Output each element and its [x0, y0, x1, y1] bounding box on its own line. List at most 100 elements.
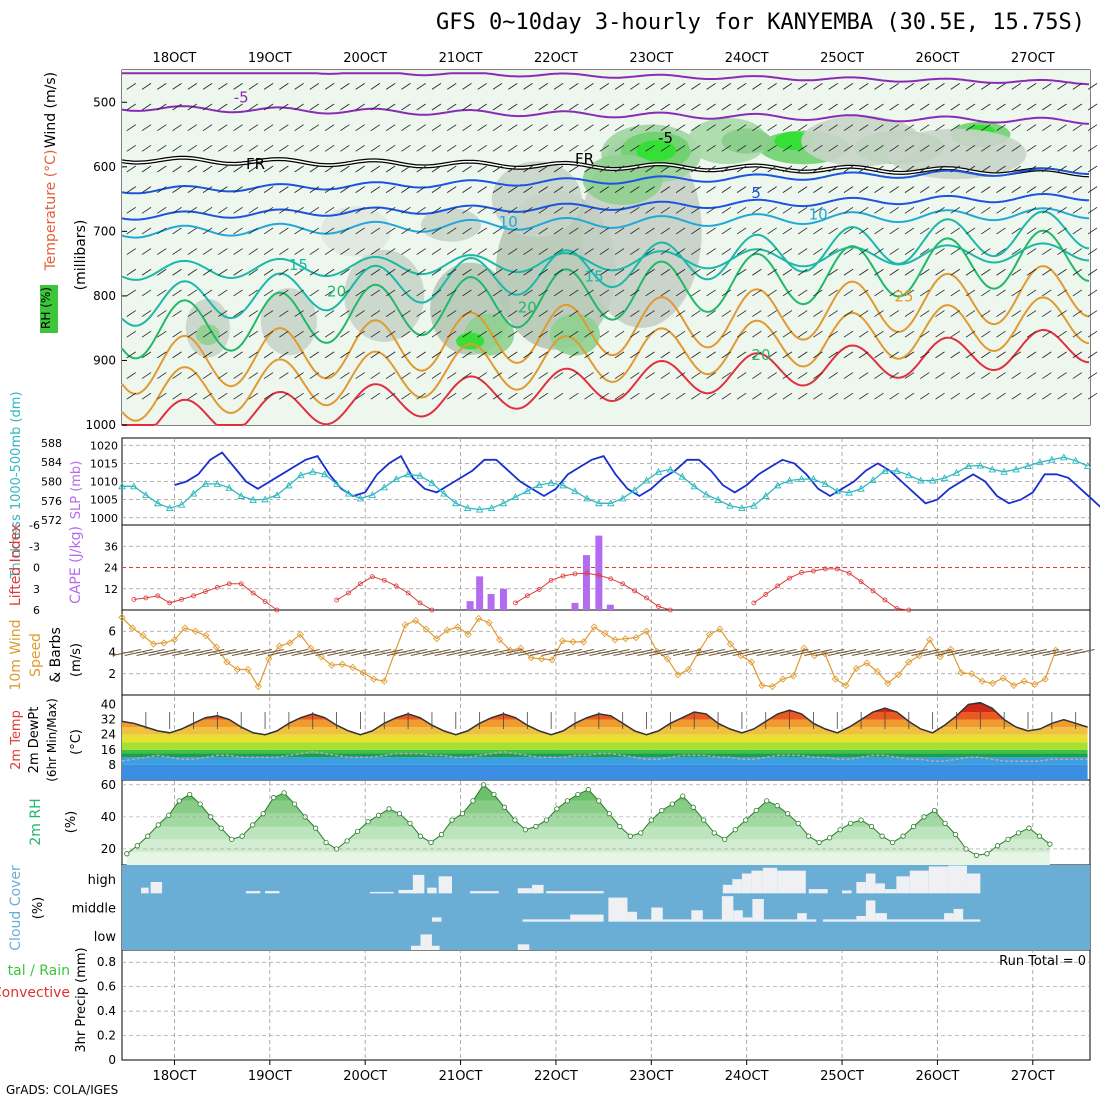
wind-barb — [752, 310, 762, 317]
wind-speed-marker — [559, 637, 567, 645]
wind-barb — [218, 206, 228, 214]
rh-marker — [1047, 841, 1053, 847]
li-tick-label: 3 — [33, 583, 40, 596]
surface-wind-barb — [1042, 649, 1071, 656]
wind-barb — [843, 124, 854, 132]
wind-barb — [294, 310, 304, 317]
rh-marker — [176, 798, 182, 804]
wind-barb — [920, 248, 930, 255]
dewpoint-series — [121, 750, 1088, 762]
wind-barb — [584, 165, 594, 173]
wind-barb — [1057, 144, 1067, 152]
wind-barb — [492, 392, 503, 400]
wind-barb — [126, 83, 136, 90]
wind-barb — [538, 330, 548, 338]
wind-barb — [157, 248, 167, 255]
rh-marker — [690, 804, 696, 810]
wind-barb — [492, 372, 503, 379]
thickness-marker — [428, 479, 436, 486]
date-label-top: 27OCT — [1011, 51, 1055, 66]
wind-barb — [996, 83, 1006, 90]
rh-legend-swatch — [40, 285, 58, 333]
thickness-marker — [940, 474, 949, 482]
wind-barb — [752, 124, 762, 132]
wind-barb — [752, 351, 762, 359]
surface-wind-barb — [374, 649, 404, 656]
precip-tick-label: 0 — [108, 1053, 116, 1067]
wind-barb — [431, 310, 442, 317]
wind-barb — [172, 248, 182, 255]
wind-barb — [675, 268, 686, 276]
slp-tick-label: 1020 — [90, 439, 118, 452]
wind-barb — [263, 206, 274, 214]
wind-barb — [187, 351, 198, 359]
wind-barb — [782, 351, 793, 359]
wind-barb — [950, 268, 960, 276]
wind-barb — [523, 103, 533, 111]
surface-wind-barb — [696, 649, 726, 656]
wind-barb — [843, 248, 854, 255]
wind-barb — [508, 268, 518, 276]
surface-wind-barb — [339, 649, 368, 656]
temp-band — [122, 719, 1088, 728]
wind-speed-marker — [296, 630, 304, 639]
wind-barb — [324, 372, 335, 379]
wind-barb — [431, 227, 442, 235]
wind-speed-marker — [1041, 675, 1049, 683]
date-label-top: 25OCT — [820, 51, 864, 66]
cape-tick-label: 24 — [104, 562, 118, 575]
cloud-middle-bar — [608, 897, 628, 922]
wind-barb — [767, 206, 777, 214]
wind-barb — [828, 372, 838, 379]
wind-speed-marker — [359, 669, 367, 677]
thickness-marker — [201, 479, 210, 487]
wind-barb — [1011, 351, 1022, 359]
thickness-marker — [750, 501, 758, 509]
wind-barb — [324, 351, 335, 359]
wind-barb — [385, 330, 396, 338]
wind-barb — [950, 372, 960, 379]
wind-barb — [187, 103, 198, 111]
wind-barb — [782, 248, 793, 255]
ylabel-temperature: Temperature (°C) — [43, 150, 59, 272]
thickness-marker — [1071, 456, 1080, 464]
wind-barb — [767, 83, 777, 90]
surface-wind-barb — [184, 649, 213, 656]
wind-barb — [355, 165, 365, 173]
wind-barb — [233, 351, 243, 359]
cloud-middle-bar — [431, 917, 442, 922]
wind-barb — [858, 206, 869, 214]
wind-barb — [981, 103, 991, 111]
wind-barb — [446, 248, 457, 255]
surface-wind-barb — [410, 649, 439, 656]
wind-barb — [141, 124, 152, 132]
wind-barb — [477, 83, 487, 90]
wind-barb — [660, 392, 671, 400]
wind-barb — [874, 310, 884, 317]
thickness-marker — [463, 504, 472, 512]
wind-barb — [477, 144, 487, 152]
wind-barb — [553, 103, 564, 111]
wind-barb — [889, 351, 899, 359]
rh-band — [126, 839, 1050, 853]
wind-barb — [431, 330, 442, 338]
thickness-marker — [1024, 462, 1032, 469]
wind-barb — [263, 103, 274, 111]
wind-barb — [233, 289, 243, 297]
ylabel-cloud-unit: (%) — [31, 897, 46, 920]
cape-bar — [466, 601, 474, 610]
pressure-tick-label: 800 — [93, 289, 116, 303]
wind-barb — [950, 206, 960, 214]
lifted-index-marker — [858, 579, 864, 585]
wind-barb — [553, 124, 564, 132]
ylabel-wind10-b: Speed — [28, 633, 44, 677]
wind-barb — [141, 248, 152, 255]
wind-barb — [1011, 103, 1022, 111]
wind-barb — [523, 268, 533, 276]
wind-barb — [645, 206, 655, 214]
wind-barb — [920, 372, 930, 379]
wind-barb — [767, 330, 777, 338]
wind-barb — [477, 310, 487, 317]
lifted-index-marker — [787, 575, 792, 581]
wind-barb — [324, 165, 335, 173]
